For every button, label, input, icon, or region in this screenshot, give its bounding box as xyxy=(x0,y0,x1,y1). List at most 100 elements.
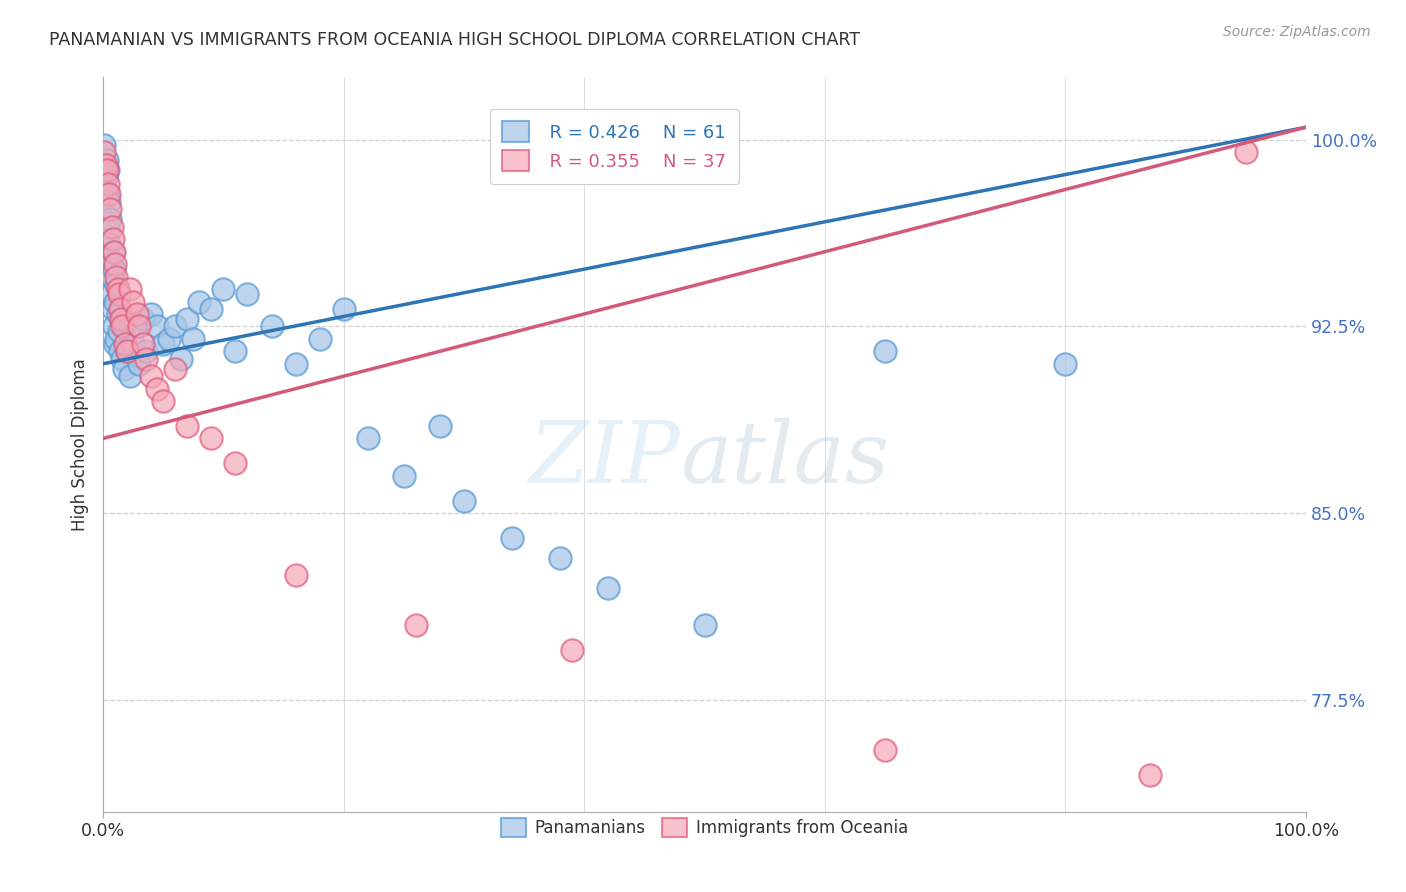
Point xyxy=(392,468,415,483)
Text: atlas: atlas xyxy=(681,418,890,500)
Point xyxy=(135,351,157,366)
Point xyxy=(141,307,163,321)
Point xyxy=(183,332,205,346)
Point xyxy=(105,269,128,284)
Point xyxy=(94,169,117,184)
Point xyxy=(101,244,124,259)
Point xyxy=(598,581,620,595)
Point xyxy=(93,145,115,160)
Point xyxy=(873,742,896,756)
Point xyxy=(100,287,122,301)
Point xyxy=(170,351,193,366)
Point xyxy=(453,493,475,508)
Point xyxy=(104,336,127,351)
Point xyxy=(128,357,150,371)
Point xyxy=(97,219,120,234)
Point xyxy=(96,153,118,167)
Text: Source: ZipAtlas.com: Source: ZipAtlas.com xyxy=(1223,25,1371,39)
Point xyxy=(111,319,134,334)
Point xyxy=(101,301,124,316)
Point xyxy=(100,219,122,234)
Point xyxy=(104,294,127,309)
Point xyxy=(98,194,121,209)
Point xyxy=(103,244,125,259)
Point xyxy=(128,319,150,334)
Point xyxy=(146,319,169,334)
Point xyxy=(97,162,120,177)
Point xyxy=(135,344,157,359)
Point xyxy=(107,282,129,296)
Point xyxy=(165,319,187,334)
Point xyxy=(405,618,427,632)
Point xyxy=(114,319,136,334)
Point xyxy=(200,432,222,446)
Point xyxy=(1139,767,1161,781)
Text: PANAMANIAN VS IMMIGRANTS FROM OCEANIA HIGH SCHOOL DIPLOMA CORRELATION CHART: PANAMANIAN VS IMMIGRANTS FROM OCEANIA HI… xyxy=(49,31,860,49)
Point xyxy=(125,307,148,321)
Point xyxy=(125,319,148,334)
Point xyxy=(501,531,523,545)
Point xyxy=(188,294,211,309)
Point xyxy=(146,382,169,396)
Point xyxy=(176,419,198,434)
Point xyxy=(93,137,115,152)
Point xyxy=(94,158,117,172)
Point xyxy=(157,332,180,346)
Point xyxy=(260,319,283,334)
Point xyxy=(105,332,128,346)
Point xyxy=(118,282,141,296)
Point xyxy=(100,269,122,284)
Point xyxy=(332,301,354,316)
Y-axis label: High School Diploma: High School Diploma xyxy=(72,359,89,531)
Point xyxy=(132,336,155,351)
Point xyxy=(111,351,134,366)
Point xyxy=(104,257,127,271)
Point xyxy=(103,319,125,334)
Point xyxy=(561,643,583,657)
Point xyxy=(98,187,121,202)
Point xyxy=(98,237,121,252)
Point xyxy=(98,202,121,217)
Point xyxy=(118,369,141,384)
Point xyxy=(108,344,131,359)
Point xyxy=(224,456,246,470)
Point xyxy=(107,325,129,339)
Text: ZIP: ZIP xyxy=(529,418,681,500)
Point xyxy=(132,312,155,326)
Point xyxy=(429,419,451,434)
Point xyxy=(873,344,896,359)
Point xyxy=(107,287,129,301)
Point xyxy=(107,307,129,321)
Point xyxy=(548,550,571,565)
Point xyxy=(1234,145,1257,160)
Point xyxy=(105,277,128,291)
Point xyxy=(122,294,145,309)
Point xyxy=(110,312,132,326)
Point xyxy=(224,344,246,359)
Point xyxy=(1054,357,1077,371)
Point xyxy=(357,432,380,446)
Point xyxy=(115,344,138,359)
Point xyxy=(103,262,125,277)
Point xyxy=(115,344,138,359)
Point xyxy=(693,618,716,632)
Legend: Panamanians, Immigrants from Oceania: Panamanians, Immigrants from Oceania xyxy=(495,812,914,844)
Point xyxy=(96,162,118,177)
Point xyxy=(284,568,307,582)
Point xyxy=(98,212,121,227)
Point xyxy=(114,336,136,351)
Point xyxy=(212,282,235,296)
Point xyxy=(122,336,145,351)
Point xyxy=(308,332,330,346)
Point xyxy=(112,361,135,376)
Point xyxy=(200,301,222,316)
Point xyxy=(152,394,174,409)
Point xyxy=(101,232,124,246)
Point xyxy=(96,187,118,202)
Point xyxy=(284,357,307,371)
Point xyxy=(165,361,187,376)
Point xyxy=(152,336,174,351)
Point xyxy=(176,312,198,326)
Point xyxy=(110,312,132,326)
Point xyxy=(97,178,120,192)
